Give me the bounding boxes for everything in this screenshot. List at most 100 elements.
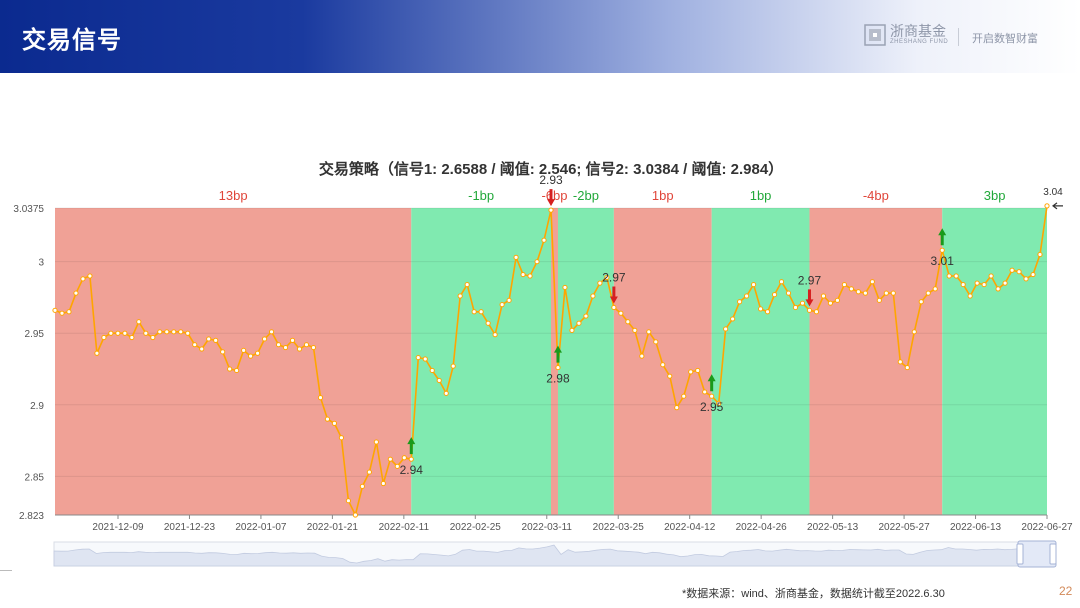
data-point bbox=[653, 339, 659, 345]
data-point bbox=[171, 329, 177, 335]
data-point bbox=[660, 362, 666, 368]
x-tick-label: 2022-01-07 bbox=[235, 522, 287, 533]
page-number: 22 bbox=[1059, 584, 1073, 598]
data-point bbox=[296, 346, 303, 352]
data-point bbox=[199, 346, 205, 352]
data-point bbox=[248, 353, 254, 359]
buy-signal-arrow-icon bbox=[938, 228, 947, 246]
data-point bbox=[799, 300, 806, 306]
data-point bbox=[771, 291, 778, 298]
y-tick-label: 2.823 bbox=[19, 511, 44, 522]
data-point bbox=[220, 349, 226, 355]
data-point bbox=[492, 332, 498, 338]
data-point bbox=[394, 463, 400, 469]
data-point bbox=[918, 299, 924, 305]
buy-signal-arrow-icon bbox=[553, 345, 562, 363]
data-point bbox=[157, 329, 163, 335]
y-tick-label: 3.0375 bbox=[13, 204, 44, 215]
data-point bbox=[576, 320, 582, 326]
buy-signal-label: 2.94 bbox=[400, 463, 424, 477]
data-point bbox=[911, 329, 917, 335]
data-point bbox=[548, 207, 554, 213]
x-tick-label: 2022-05-27 bbox=[878, 522, 930, 533]
data-point bbox=[960, 281, 966, 288]
slide-title: 交易信号 bbox=[22, 27, 122, 54]
data-point bbox=[436, 377, 442, 384]
buy-signal-label: 2.98 bbox=[546, 372, 570, 386]
data-point bbox=[709, 393, 715, 399]
zoom-slider-preview bbox=[53, 544, 1055, 567]
company-logo: 浙商基金 ZHESHANG FUND bbox=[864, 24, 948, 46]
region-label: -2bp bbox=[573, 188, 599, 203]
x-tick-label: 2022-05-13 bbox=[807, 522, 859, 533]
data-point bbox=[52, 307, 58, 313]
data-point bbox=[876, 297, 882, 303]
data-point bbox=[953, 273, 959, 279]
data-point bbox=[611, 304, 617, 311]
data-point bbox=[150, 334, 156, 341]
data-point bbox=[841, 281, 848, 288]
data-point bbox=[478, 309, 484, 315]
data-point bbox=[87, 273, 93, 279]
data-point bbox=[744, 293, 750, 299]
data-point bbox=[136, 319, 142, 325]
data-point bbox=[268, 329, 275, 335]
region-band bbox=[551, 208, 558, 515]
data-point bbox=[499, 302, 505, 308]
last-value-label: 3.04 bbox=[1043, 187, 1063, 198]
data-point bbox=[562, 284, 568, 291]
data-point bbox=[178, 329, 184, 335]
region-label: 3bp bbox=[984, 188, 1006, 203]
data-point bbox=[967, 293, 973, 299]
zoom-slider-left-grip[interactable] bbox=[1016, 543, 1024, 565]
data-point bbox=[730, 316, 736, 322]
data-point bbox=[890, 290, 896, 296]
logo-en-text: ZHESHANG FUND bbox=[890, 39, 949, 45]
data-point bbox=[632, 327, 638, 333]
data-point bbox=[352, 512, 358, 518]
data-point bbox=[331, 420, 338, 427]
data-point bbox=[1016, 269, 1022, 275]
data-source-footnote: *数据来源：wind、浙商基金，数据统计截至2022.6.30 bbox=[682, 588, 945, 600]
sell-signal-label: 2.93 bbox=[539, 173, 563, 187]
x-tick-label: 2022-04-12 bbox=[664, 522, 716, 533]
data-point bbox=[932, 286, 938, 292]
data-point bbox=[939, 247, 945, 253]
buy-signal-label: 2.95 bbox=[700, 400, 724, 414]
data-point bbox=[785, 290, 792, 296]
data-point bbox=[904, 364, 910, 371]
data-point bbox=[464, 281, 470, 288]
data-point bbox=[192, 342, 198, 348]
data-point bbox=[597, 280, 603, 286]
data-point bbox=[185, 330, 191, 336]
x-tick-label: 2022-01-21 bbox=[307, 522, 359, 533]
slogan: 开启数智财富 bbox=[972, 33, 1038, 45]
data-point bbox=[506, 297, 512, 303]
zoom-slider-right-grip[interactable] bbox=[1049, 543, 1057, 565]
data-point bbox=[737, 299, 743, 305]
y-tick-label: 2.95 bbox=[25, 329, 45, 340]
data-point bbox=[234, 367, 240, 374]
region-label: 13bp bbox=[219, 188, 248, 203]
data-point bbox=[688, 369, 694, 375]
region-label: -1bp bbox=[468, 188, 494, 203]
data-point bbox=[471, 309, 477, 315]
sell-signal-arrow-icon bbox=[609, 286, 618, 304]
data-point bbox=[764, 309, 771, 315]
x-tick-label: 2022-06-27 bbox=[1021, 522, 1073, 533]
data-point bbox=[129, 334, 135, 341]
data-point bbox=[401, 455, 407, 461]
data-point bbox=[1037, 251, 1043, 258]
data-point bbox=[695, 367, 701, 374]
region-label: -6bp bbox=[541, 188, 567, 203]
data-point bbox=[73, 290, 79, 296]
data-point bbox=[1009, 267, 1015, 273]
data-point bbox=[289, 337, 296, 343]
y-tick-label: 2.9 bbox=[30, 401, 44, 412]
data-point bbox=[513, 254, 519, 260]
data-point bbox=[373, 439, 379, 445]
data-point bbox=[848, 286, 854, 292]
x-tick-label: 2022-02-25 bbox=[450, 522, 502, 533]
x-tick-label: 2022-06-13 bbox=[950, 522, 1002, 533]
buy-signal-label: 3.01 bbox=[931, 254, 955, 268]
